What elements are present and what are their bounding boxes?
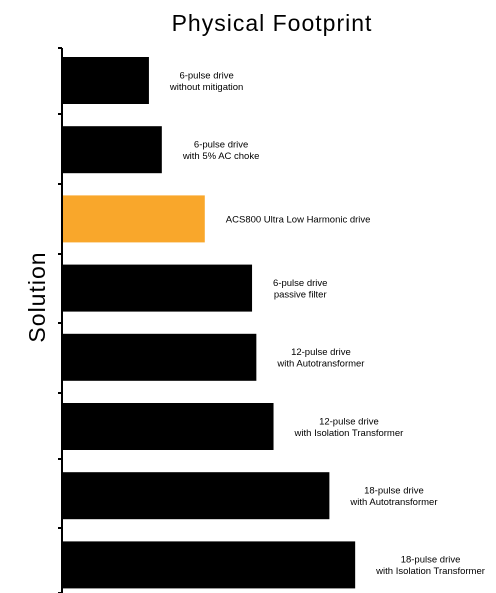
bar-label-line: with 5% AC choke <box>182 151 260 162</box>
bar-2 <box>63 126 162 174</box>
bars-group <box>63 57 356 589</box>
bar-label-line: with Autotransformer <box>349 497 437 508</box>
bar-label-8: 18-pulse drive with Isolation Transformer <box>375 555 485 578</box>
bar-6 <box>63 403 274 450</box>
bar-label-2: 6-pulse drive with 5% AC choke <box>182 139 260 162</box>
bar-4 <box>63 264 253 312</box>
bar-1 <box>63 57 149 104</box>
bar-label-line: 6-pulse drive <box>273 278 327 289</box>
bar-5 <box>63 333 257 381</box>
bar-8 <box>63 541 356 589</box>
bar-label-6: 12-pulse drive with Isolation Transformer <box>294 416 404 439</box>
bar-label-line: with Autotransformer <box>276 359 364 370</box>
bar-label-line: 12-pulse drive <box>319 416 379 427</box>
bar-7 <box>63 472 330 520</box>
bar-label-line: without mitigation <box>169 82 243 93</box>
y-axis <box>58 47 63 593</box>
bar-label-line: ACS800 Ultra Low Harmonic drive <box>226 214 371 225</box>
bar-label-4: 6-pulse drive passive filter <box>273 278 327 301</box>
bar-label-5: 12-pulse drive with Autotransformer <box>276 347 364 370</box>
bar-label-1: 6-pulse drive without mitigation <box>169 70 243 93</box>
bar-label-7: 18-pulse drive with Autotransformer <box>349 485 437 508</box>
bar-label-line: with Isolation Transformer <box>294 428 404 439</box>
bar-label-line: 6-pulse drive <box>194 139 248 150</box>
bar-label-line: 12-pulse drive <box>291 347 351 358</box>
bar-label-line: 18-pulse drive <box>364 485 424 496</box>
bar-label-line: with Isolation Transformer <box>375 566 485 577</box>
y-axis-label: Solution <box>24 251 50 342</box>
bar-label-line: 6-pulse drive <box>179 70 233 81</box>
bar-label-line: 18-pulse drive <box>401 555 461 566</box>
bar-label-3: ACS800 Ultra Low Harmonic drive <box>226 214 371 225</box>
bar-3 <box>63 195 205 243</box>
chart-title: Physical Footprint <box>172 10 373 36</box>
bar-label-line: passive filter <box>274 289 327 300</box>
